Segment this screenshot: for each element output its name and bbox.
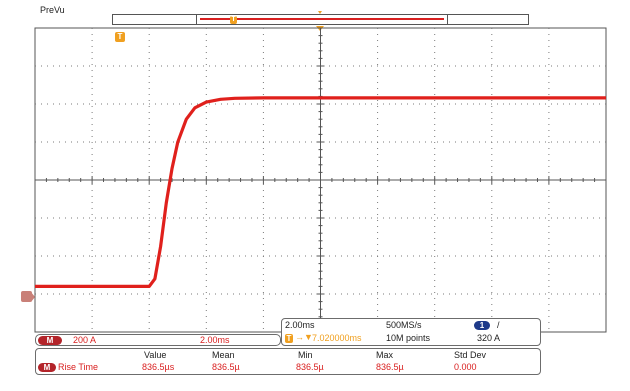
trigger-level: 320 A xyxy=(477,333,501,343)
timebase-trigger-panel[interactable]: 2.00ms 500MS/s 1 / T →▼ 7.020000ms 10M p… xyxy=(281,318,541,346)
measurement-table[interactable]: Value Mean Min Max Std Dev M Rise Time 8… xyxy=(35,348,541,375)
measurement-header-std-dev: Std Dev xyxy=(454,350,487,360)
trigger-offset-arrow-icon: →▼ xyxy=(295,332,313,342)
measurement-mean: 836.5µ xyxy=(212,362,240,372)
record-expansion-point-icon xyxy=(318,11,322,14)
record-view-inner-line xyxy=(200,18,444,20)
measurement-max: 836.5µ xyxy=(376,362,404,372)
sample-rate: 500MS/s xyxy=(386,320,422,330)
trigger-position-icon[interactable]: T xyxy=(115,32,125,42)
prevu-label: PreVu xyxy=(40,5,65,15)
trigger-offset-value: 7.020000ms xyxy=(312,333,362,343)
trigger-slope-icon: / xyxy=(497,320,500,330)
measurement-source-badge: M xyxy=(38,363,56,372)
measurement-header-max: Max xyxy=(376,350,394,360)
measurement-value: 836.5µs xyxy=(142,362,175,372)
math-channel-badge: M xyxy=(38,336,62,345)
measurement-std-dev: 0.000 xyxy=(454,362,477,372)
vertical-scale-value: 200 A xyxy=(73,335,97,345)
trigger-source-badge: 1 xyxy=(474,321,490,330)
measurement-min: 836.5µ xyxy=(296,362,324,372)
waveform-trace xyxy=(35,96,606,288)
ground-reference-marker-arrow xyxy=(31,292,35,302)
time-per-division: 2.00ms xyxy=(285,320,315,330)
trigger-offset-icon: T xyxy=(285,334,293,343)
ground-reference-marker[interactable] xyxy=(21,291,32,302)
measurement-name: Rise Time xyxy=(58,362,99,372)
measurement-header-min: Min xyxy=(298,350,313,360)
channel-readout[interactable]: M 200 A 2.00ms xyxy=(35,334,281,346)
record-length: 10M points xyxy=(386,333,431,343)
record-trigger-icon: T xyxy=(230,16,237,24)
measurement-header-value: Value xyxy=(144,350,167,360)
graticule-grid xyxy=(34,27,607,333)
measurement-header-mean: Mean xyxy=(212,350,235,360)
horizontal-scale-value: 2.00ms xyxy=(200,335,230,345)
